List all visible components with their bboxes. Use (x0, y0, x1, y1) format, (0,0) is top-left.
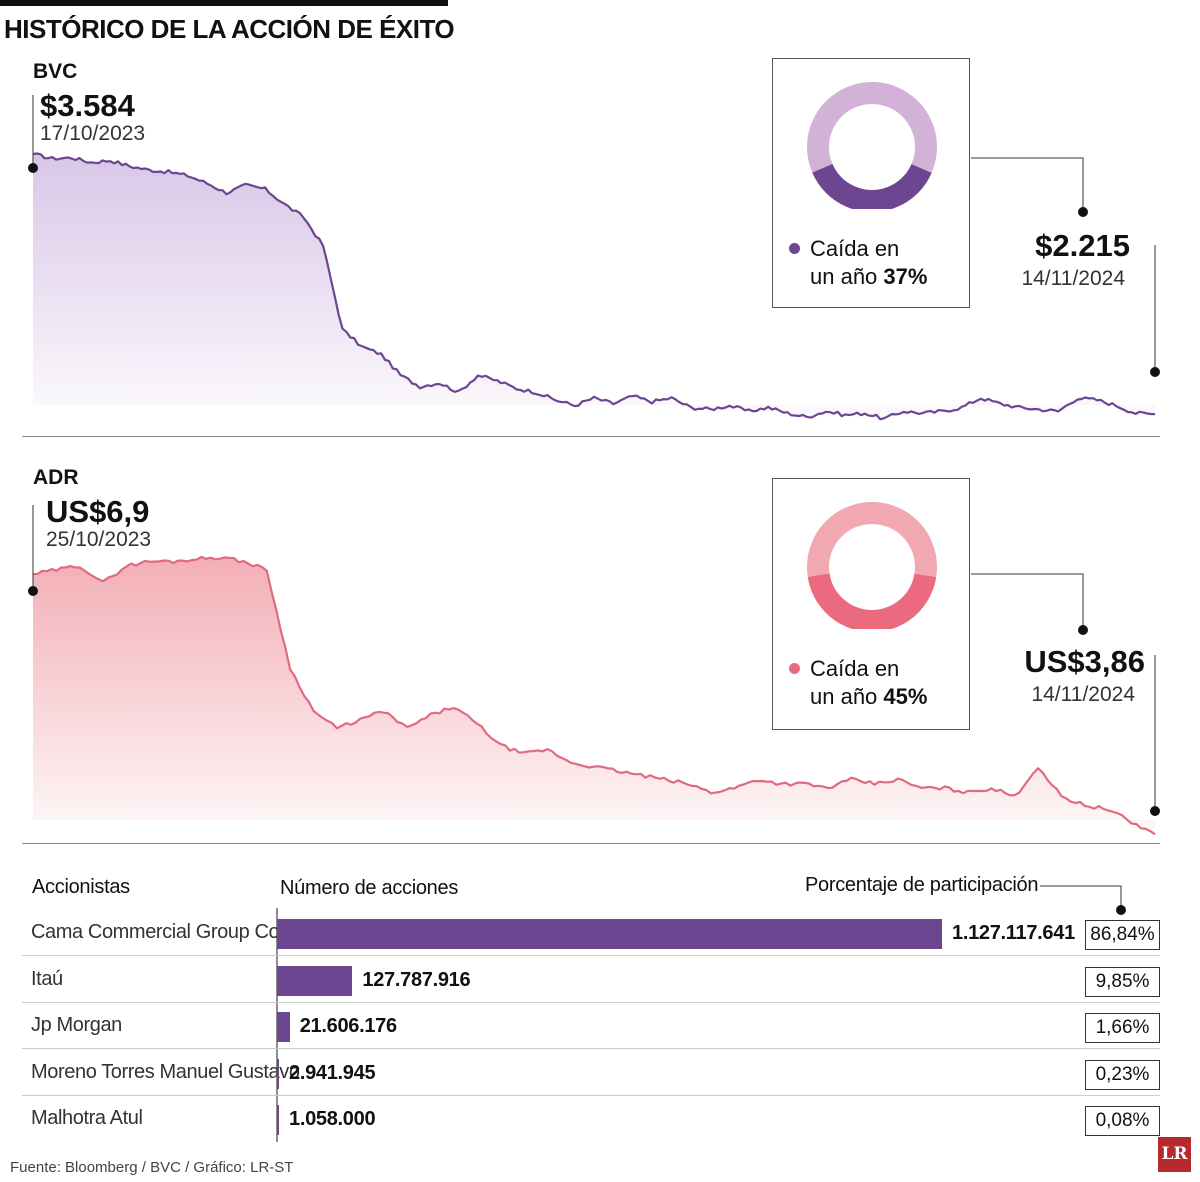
bvc-drop-dot (789, 243, 800, 254)
shareholder-name: Moreno Torres Manuel Gustavo (31, 1061, 300, 1083)
row-divider (22, 955, 1160, 956)
bvc-area (33, 153, 1155, 420)
adr-end-dot (1150, 806, 1160, 816)
shares-bar (277, 919, 942, 949)
bvc-label: BVC (33, 60, 78, 83)
pct-value: 86,84% (1085, 920, 1160, 950)
shares-value: 1.127.117.641 (952, 922, 1075, 944)
bvc-drop-caption: Caída en un año 37% (789, 235, 927, 291)
pct-value: 9,85% (1085, 967, 1160, 997)
adr-drop-caption: Caída en un año 45% (789, 655, 927, 711)
source-note: Fuente: Bloomberg / BVC / Gráfico: LR-ST (10, 1159, 294, 1176)
shareholder-name: Malhotra Atul (31, 1107, 143, 1129)
shares-bar (277, 1105, 279, 1135)
adr-donut-box: Caída en un año 45% (772, 478, 970, 730)
row-divider (22, 1048, 1160, 1049)
shares-value: 2.941.945 (289, 1062, 376, 1084)
shareholder-name: Cama Commercial Group Corp (31, 921, 297, 943)
lr-logo: LR (1158, 1137, 1191, 1172)
bvc-end-dot (1150, 367, 1160, 377)
bvc-donut (807, 82, 937, 209)
top-rule (0, 0, 448, 6)
shares-value: 21.606.176 (299, 1015, 397, 1037)
bvc-start-value: $3.584 (40, 88, 135, 123)
col-pct: Porcentaje de participación (805, 874, 1039, 896)
adr-chart (28, 505, 1160, 836)
col-shareholders: Accionistas (32, 876, 130, 898)
section-divider (22, 436, 1160, 437)
row-divider (22, 1095, 1160, 1096)
adr-drop-pct: 45% (883, 684, 928, 709)
pct-value: 1,66% (1085, 1013, 1160, 1043)
shares-value: 127.787.916 (362, 969, 471, 991)
adr-donut (807, 502, 937, 629)
bvc-donut-box: Caída en un año 37% (772, 58, 970, 308)
adr-line (32, 555, 1156, 836)
adr-area (33, 556, 1155, 835)
shares-bar (277, 966, 353, 996)
adr-label: ADR (33, 466, 79, 489)
bvc-donut-connector (971, 157, 1084, 212)
adr-start-value: US$6,9 (46, 494, 150, 529)
adr-end-value: US$3,86 (1024, 644, 1145, 679)
pct-value: 0,23% (1085, 1060, 1160, 1090)
bvc-chart (28, 95, 1160, 421)
adr-start-date: 25/10/2023 (46, 528, 152, 551)
bvc-connector-dot (1078, 207, 1088, 217)
adr-donut-connector (971, 573, 1084, 630)
bvc-line (32, 152, 1156, 421)
row-divider (22, 1002, 1160, 1003)
bvc-start-dot (28, 163, 38, 173)
pct-connector-dot (1116, 905, 1126, 915)
adr-end-date: 14/11/2024 (1031, 683, 1135, 706)
shares-bar (277, 1059, 279, 1089)
pct-value: 0,08% (1085, 1106, 1160, 1136)
bvc-start-date: 17/10/2023 (40, 122, 146, 145)
page-title: HISTÓRICO DE LA ACCIÓN DE ÉXITO (4, 14, 455, 44)
col-shares: Número de acciones (280, 877, 459, 899)
pct-connector (1040, 885, 1122, 908)
bvc-end-value: $2.215 (1035, 228, 1130, 263)
section-divider-2 (22, 843, 1160, 844)
shareholder-name: Itaú (31, 968, 63, 990)
adr-drop-dot (789, 663, 800, 674)
bvc-end-date: 14/11/2024 (1021, 267, 1125, 290)
shareholder-name: Jp Morgan (31, 1014, 122, 1036)
shares-value: 1.058.000 (289, 1108, 376, 1130)
bvc-drop-pct: 37% (883, 264, 928, 289)
shares-bar (277, 1012, 290, 1042)
adr-connector-dot (1078, 625, 1088, 635)
adr-start-dot (28, 586, 38, 596)
